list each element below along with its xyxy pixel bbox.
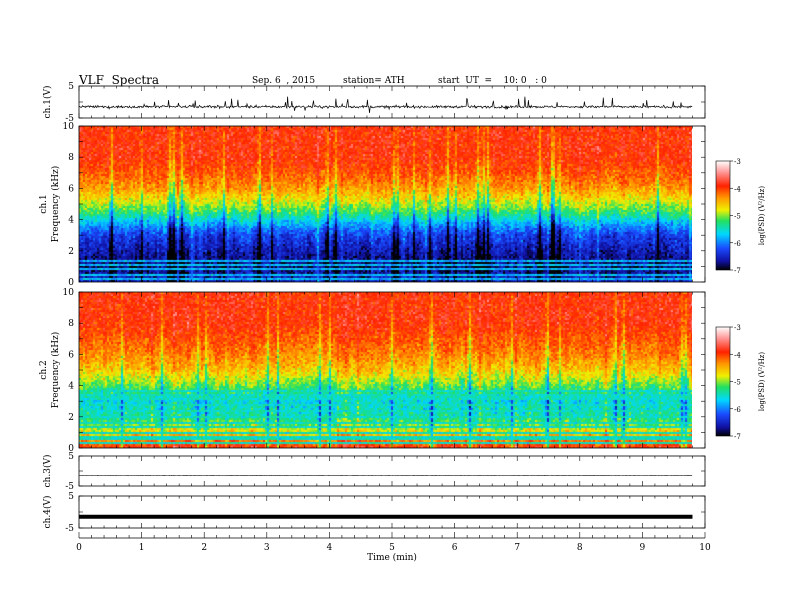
sp2-ylabel: Frequency (kHz)	[50, 332, 61, 409]
ch3-ytick-label: 5	[68, 452, 74, 462]
sp2-colorbar-tick-label: -3	[734, 324, 741, 332]
time-axis-tick-label: 0	[76, 543, 82, 553]
sp1-ytick-label: 4	[68, 216, 74, 226]
sp1-ytick-label: 0	[68, 278, 74, 288]
ch1-ylabel: ch.1(V)	[42, 86, 53, 119]
time-axis-tick-label: 3	[264, 543, 270, 553]
station-label: station= ATH	[343, 76, 405, 86]
ch2-spectrogram-heatmap-image	[79, 292, 692, 448]
ch1-spectrogram-heatmap-image	[79, 126, 692, 282]
sp2-channel-label: ch.2	[39, 360, 49, 379]
sp2-colorbar	[715, 326, 731, 437]
sp1-colorbar-tick-label: -4	[734, 185, 741, 193]
sp1-ytick-label: 8	[68, 153, 74, 163]
ch3-ylabel: ch.3(V)	[42, 455, 53, 488]
chart-title: VLF Spectra	[79, 73, 160, 87]
time-axis-tick-label: 2	[201, 543, 207, 553]
ch1-ytick-label: 5	[68, 82, 74, 92]
start-time-label: start UT = 10: 0 : 0	[438, 76, 547, 86]
time-axis-tick-label: 1	[139, 543, 145, 553]
sp1-colorbar	[715, 160, 731, 271]
sp1-ytick-label: 6	[68, 184, 74, 194]
sp1-ylabel: Frequency (kHz)	[50, 166, 61, 243]
sp2-ytick-label: 2	[68, 413, 74, 423]
sp2-colorbar-tick-label: -7	[734, 433, 741, 441]
time-axis-tick-label: 4	[327, 543, 333, 553]
sp2-colorbar-tick-label: -4	[734, 351, 741, 359]
sp2-ytick-label: 0	[68, 444, 74, 454]
sp1-colorbar-tick-label: -3	[734, 158, 741, 166]
time-axis-tick-label: 10	[699, 543, 711, 553]
ch1-waveform-trace	[78, 96, 693, 113]
ch4-ytick-label: 5	[68, 492, 74, 502]
sp2-colorbar-label: log(PSD) (V²/Hz)	[758, 352, 766, 411]
sp1-colorbar-tick-label: -5	[734, 213, 741, 221]
sp2-ytick-label: 10	[63, 288, 75, 298]
sp1-colorbar-label: log(PSD) (V²/Hz)	[758, 186, 766, 245]
time-axis-tick-label: 9	[640, 543, 646, 553]
ch3-ytick-label: -5	[65, 482, 74, 492]
time-axis-tick-label: 6	[452, 543, 458, 553]
sp1-colorbar-tick-label: -6	[734, 240, 741, 248]
sp1-colorbar-tick-label: -7	[734, 267, 741, 275]
sp2-ytick-label: 8	[68, 319, 74, 329]
ch4-ylabel: ch.4(V)	[42, 496, 53, 529]
time-axis-tick-label: 7	[514, 543, 520, 553]
ch1-ytick-label: -5	[65, 114, 74, 124]
ch4-ytick-label: -5	[65, 524, 74, 534]
sp1-ytick-label: 2	[68, 247, 74, 257]
time-axis-tick-label: 8	[577, 543, 583, 553]
date-label: Sep. 6 , 2015	[252, 76, 316, 86]
time-axis-label: Time (min)	[367, 552, 417, 563]
sp2-colorbar-tick-label: -6	[734, 406, 741, 414]
sp2-ytick-label: 6	[68, 350, 74, 360]
sp2-colorbar-tick-label: -5	[734, 379, 741, 387]
sp1-ytick-label: 10	[63, 122, 75, 132]
sp2-ytick-label: 4	[68, 382, 74, 392]
time-axis-tick-label: 5	[389, 543, 395, 553]
sp1-channel-label: ch.1	[39, 194, 49, 213]
